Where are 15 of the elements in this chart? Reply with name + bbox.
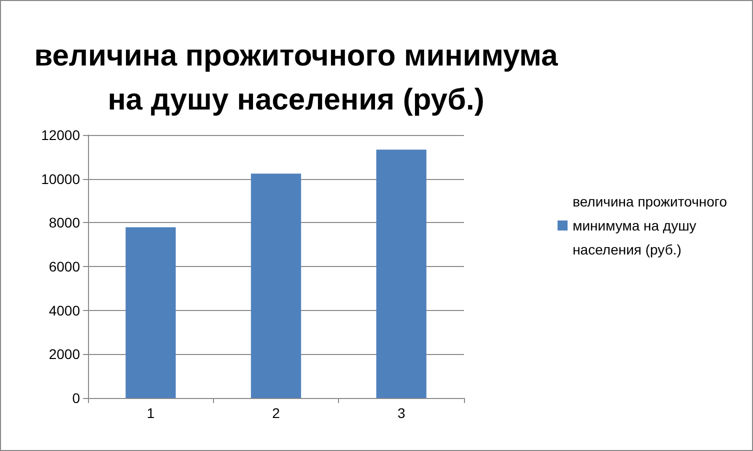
y-tick-label: 0 — [72, 390, 80, 406]
y-tick-label: 2000 — [48, 346, 80, 362]
y-tick-label: 12000 — [41, 127, 80, 143]
legend-label: величина прожиточного минимума на душу населения (руб.) — [572, 194, 728, 258]
y-tick-label: 6000 — [48, 258, 80, 274]
x-tick-label: 2 — [272, 405, 280, 421]
y-tick-label: 10000 — [41, 170, 80, 187]
x-tick-label: 1 — [146, 405, 155, 421]
x-tick-label: 3 — [397, 405, 406, 421]
bar — [126, 227, 176, 398]
bar — [376, 150, 426, 398]
y-tick-label: 8000 — [48, 214, 80, 231]
y-tick-label: 4000 — [48, 302, 80, 318]
bar — [250, 174, 302, 398]
chart-title: величина прожиточного минимума на душу населения (руб.) — [34, 40, 558, 116]
